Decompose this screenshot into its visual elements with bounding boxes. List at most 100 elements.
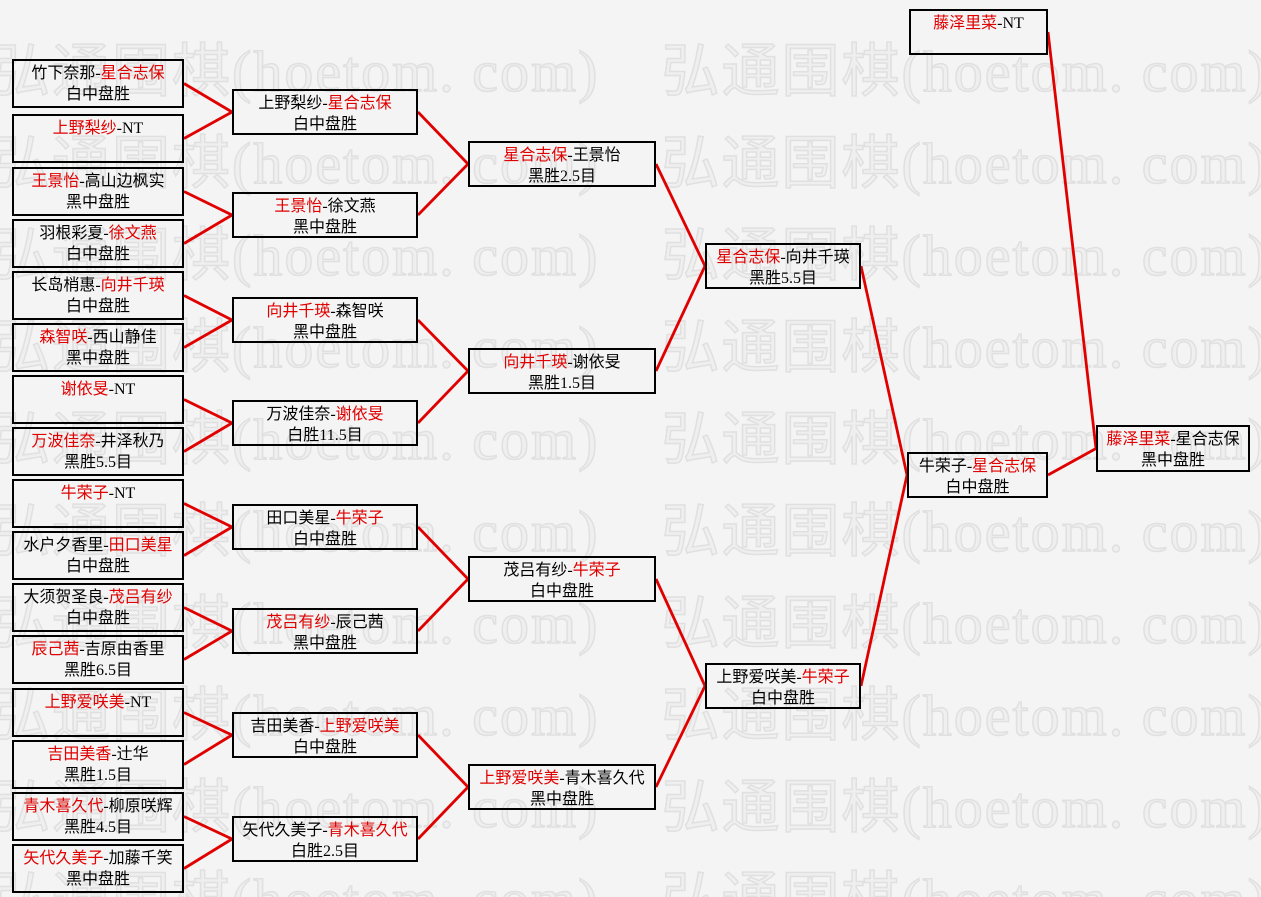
match-pairing: 青木喜久代-柳原咲辉 — [14, 796, 182, 817]
winner-name: 上野爱咲美 — [479, 770, 560, 787]
watermark-text: 弘通围棋(hoetom. com) 弘通围棋(hoetom. com) — [0, 683, 1261, 748]
match-result: 黑中盘胜 — [292, 635, 357, 652]
match-pairing: 森智咲-西山静佳 — [14, 327, 182, 348]
player-name: 长岛梢惠 — [31, 277, 96, 294]
match-pairing: 王景怡-高山边枫实 — [14, 171, 182, 192]
pairing-separator: - — [1170, 431, 1176, 448]
pairing-separator: - — [322, 198, 328, 215]
player-name: 谢依旻 — [572, 354, 621, 371]
match-box-r2-2: 王景怡-徐文燕 黑中盘胜 — [232, 192, 418, 238]
pairing-separator: - — [322, 822, 328, 839]
match-result: 白中盘胜 — [292, 531, 357, 548]
match-box-r1-5: 长岛梢惠-向井千瑛 白中盘胜 — [12, 271, 184, 320]
pairing-separator: - — [322, 95, 328, 112]
match-pairing: 向井千瑛-谢依旻 — [470, 352, 654, 373]
winner-name: 藤泽里菜 — [1106, 431, 1171, 448]
match-result: 黑中盘胜 — [1140, 452, 1205, 469]
match-pairing: 上野梨纱-星合志保 — [234, 93, 416, 114]
match-box-r2-1: 上野梨纱-星合志保 白中盘胜 — [232, 89, 418, 135]
player-name: 羽根彩夏 — [39, 225, 104, 242]
match-box-r4-2: 上野爱咲美-牛荣子 白中盘胜 — [705, 663, 861, 709]
pairing-separator: - — [108, 485, 114, 502]
winner-name: 茂吕有纱 — [108, 589, 173, 606]
winner-name: 茂吕有纱 — [266, 614, 331, 631]
match-result: 白中盘胜 — [292, 739, 357, 756]
winner-name: 上野爱咲美 — [319, 718, 400, 735]
pairing-separator: - — [997, 15, 1003, 32]
match-box-r2-8: 矢代久美子-青木喜久代白胜2.5目 — [232, 816, 418, 862]
watermark-text: 弘通围棋(hoetom. com) 弘通围棋(hoetom. com) — [0, 591, 1261, 656]
player-name: NT — [114, 485, 136, 502]
winner-name: 森智咲 — [39, 329, 88, 346]
winner-name: 青木喜久代 — [327, 822, 408, 839]
match-box-r3-3: 茂吕有纱-牛荣子白中盘胜 — [468, 556, 656, 602]
winner-name: 辰己茜 — [31, 641, 80, 658]
player-name: 辰己茜 — [335, 614, 384, 631]
pairing-separator: - — [780, 249, 786, 266]
match-result: 白中盘胜 — [65, 86, 130, 103]
pairing-separator: - — [103, 850, 109, 867]
match-box-r1-8: 万波佳奈-井泽秋乃 黑胜5.5目 — [12, 427, 184, 476]
pairing-separator: - — [567, 147, 573, 164]
player-name: NT — [114, 381, 136, 398]
match-result: 黑胜4.5目 — [63, 819, 132, 836]
match-box-r1-11: 大须贺圣良-茂吕有纱 白中盘胜 — [12, 583, 184, 632]
pairing-separator: - — [103, 537, 109, 554]
match-pairing: 藤泽里菜-NT — [911, 13, 1046, 34]
winner-name: 吉田美香 — [47, 746, 112, 763]
pairing-separator: - — [87, 329, 93, 346]
pairing-separator: - — [124, 694, 130, 711]
match-box-seed: 藤泽里菜-NT — [909, 9, 1048, 55]
player-name: NT — [1002, 15, 1024, 32]
winner-name: 牛荣子 — [335, 510, 384, 527]
pairing-separator: - — [95, 433, 101, 450]
player-name: 大须贺圣良 — [23, 589, 104, 606]
match-pairing: 矢代久美子-青木喜久代 — [234, 820, 416, 841]
match-pairing: 吉田美香-上野爱咲美 — [234, 716, 416, 737]
match-result: 白中盘胜 — [750, 690, 815, 707]
match-box-r2-4: 万波佳奈-谢依旻 白胜11.5目 — [232, 400, 418, 446]
player-name: 茂吕有纱 — [503, 562, 568, 579]
player-name: 井泽秋乃 — [100, 433, 165, 450]
winner-name: 矢代久美子 — [23, 850, 104, 867]
match-pairing: 向井千瑛-森智咲 — [234, 301, 416, 322]
match-box-r1-3: 王景怡-高山边枫实 黑中盘胜 — [12, 167, 184, 216]
pairing-separator: - — [111, 746, 117, 763]
winner-name: 牛荣子 — [60, 485, 109, 502]
match-box-r2-5: 田口美星-牛荣子 白中盘胜 — [232, 504, 418, 550]
match-box-final: 藤泽里菜-星合志保黑中盘胜 — [1096, 425, 1250, 472]
player-name: 星合志保 — [1175, 431, 1240, 448]
pairing-separator: - — [95, 277, 101, 294]
winner-name: 牛荣子 — [572, 562, 621, 579]
match-result: 白胜2.5目 — [290, 843, 359, 860]
match-pairing: 星合志保-向井千瑛 — [707, 247, 859, 268]
match-pairing: 辰己茜-吉原由香里 — [14, 639, 182, 660]
pairing-separator: - — [966, 458, 973, 475]
player-name: 西山静佳 — [92, 329, 157, 346]
match-pairing: 星合志保-王景怡 — [470, 145, 654, 166]
match-box-r1-13: 上野爱咲美-NT — [12, 688, 184, 737]
pairing-separator: - — [79, 173, 85, 190]
pairing-separator: - — [567, 562, 573, 579]
player-name: 徐文燕 — [327, 198, 376, 215]
pairing-separator: - — [95, 65, 101, 82]
match-result: 黑中盘胜 — [292, 324, 357, 341]
player-name: NT — [122, 120, 144, 137]
match-box-r1-4: 羽根彩夏-徐文燕白中盘胜 — [12, 219, 184, 268]
player-name: 上野爱咲美 — [716, 669, 797, 686]
match-result: 白中盘胜 — [65, 246, 130, 263]
player-name: 青木喜久代 — [564, 770, 645, 787]
player-name: 森智咲 — [335, 303, 384, 320]
match-box-r1-14: 吉田美香-辻华 黑胜1.5目 — [12, 740, 184, 789]
pairing-separator: - — [330, 510, 336, 527]
match-box-r2-6: 茂吕有纱-辰己茜 黑中盘胜 — [232, 608, 418, 654]
match-pairing: 羽根彩夏-徐文燕 — [14, 223, 182, 244]
match-box-r2-3: 向井千瑛-森智咲黑中盘胜 — [232, 297, 418, 343]
match-result: 白中盘胜 — [529, 583, 594, 600]
player-name: 加藤千笑 — [108, 850, 173, 867]
match-pairing: 藤泽里菜-星合志保 — [1098, 429, 1248, 450]
winner-name: 牛荣子 — [801, 669, 850, 686]
match-pairing: 上野梨纱-NT — [14, 118, 182, 139]
winner-name: 星合志保 — [716, 249, 781, 266]
